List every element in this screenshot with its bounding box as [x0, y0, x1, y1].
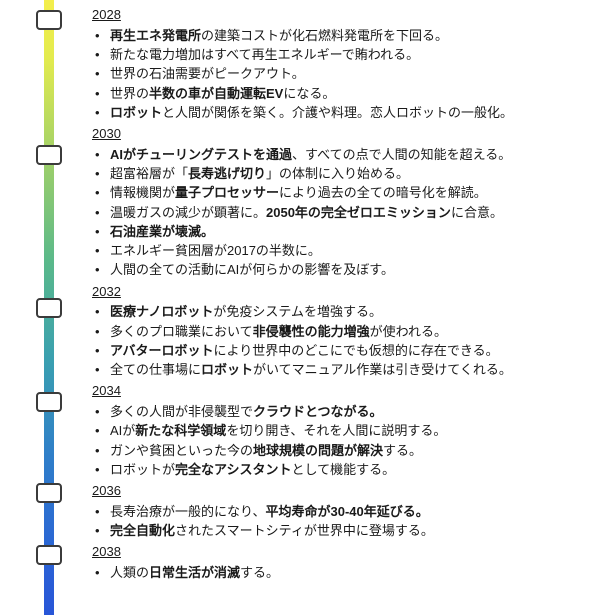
list-item: 情報機関が量子プロセッサーにより過去の全ての暗号化を解読。	[92, 183, 603, 202]
text: 温暖ガスの減少が顕著に。	[110, 205, 266, 220]
bold-text: 日常生活が消滅	[149, 565, 240, 580]
bold-text: 半数の車が自動運転EV	[149, 86, 283, 101]
text: ガンや貧困といった今の	[110, 443, 253, 458]
bold-text: AIがチューリングテストを通過	[110, 147, 292, 162]
bold-text: 地球規模の問題が解決	[253, 443, 383, 458]
text: と人間が関係を築く。介護や料理。恋人ロボットの一般化。	[162, 105, 513, 120]
text: 人間の全ての活動にAIが何らかの影響を及ぼす。	[110, 262, 394, 277]
bold-text: 非侵襲性の能力増強	[253, 324, 370, 339]
year-heading: 2034	[92, 382, 603, 401]
text: に合意。	[451, 205, 503, 220]
list-item: 世界の半数の車が自動運転EVになる。	[92, 84, 603, 103]
list-item: 超富裕層が「長寿逃げ切り」の体制に入り始める。	[92, 164, 603, 183]
bullet-list: 長寿治療が一般的になり、平均寿命が30-40年延びる。完全自動化されたスマートシ…	[92, 502, 603, 540]
text: により過去の全ての暗号化を解読。	[279, 185, 487, 200]
bold-text: 2050年の完全ゼロエミッション	[266, 205, 451, 220]
list-item: 新たな電力増加はすべて再生エネルギーで賄われる。	[92, 45, 603, 64]
bullet-list: 多くの人間が非侵襲型でクラウドとつながる。AIが新たな科学領域を切り開き、それを…	[92, 402, 603, 479]
text: 人類の	[110, 565, 149, 580]
bold-text: 石油産業が壊滅。	[110, 224, 214, 239]
text: 世界の	[110, 86, 149, 101]
timeline-marker	[36, 298, 62, 318]
text: エネルギー貧困層が2017の半数に。	[110, 243, 321, 258]
text: 」の体制に入り始める。	[266, 166, 409, 181]
bold-text: アバターロボット	[110, 343, 213, 358]
text: 新たな電力増加はすべて再生エネルギーで賄われる。	[110, 47, 419, 62]
bold-text: 量子プロセッサー	[175, 185, 279, 200]
bold-text: 再生エネ発電所	[110, 28, 201, 43]
text: 世界の石油需要がピークアウト。	[110, 66, 305, 81]
bold-text: 完全自動化	[110, 523, 175, 538]
list-item: 温暖ガスの減少が顕著に。2050年の完全ゼロエミッションに合意。	[92, 203, 603, 222]
bold-text: 長寿逃げ切り	[188, 166, 266, 181]
bold-text: クラウドとつながる。	[253, 404, 382, 419]
text: 超富裕層が「	[110, 166, 188, 181]
text: 多くのプロ職業において	[110, 324, 253, 339]
list-item: ロボットと人間が関係を築く。介護や料理。恋人ロボットの一般化。	[92, 103, 603, 122]
text: 情報機関が	[110, 185, 175, 200]
text: ロボットが	[110, 462, 175, 477]
bold-text: 完全なアシスタント	[175, 462, 291, 477]
list-item: 世界の石油需要がピークアウト。	[92, 64, 603, 83]
bold-text: ロボット	[201, 362, 253, 377]
text: になる。	[283, 86, 335, 101]
year-heading: 2030	[92, 125, 603, 144]
page: 2028再生エネ発電所の建築コストが化石燃料発電所を下回る。新たな電力増加はすべ…	[0, 0, 615, 615]
list-item: AIが新たな科学領域を切り開き、それを人間に説明する。	[92, 421, 603, 440]
text: がいてマニュアル作業は引き受けてくれる。	[253, 362, 512, 377]
text: として機能する。	[292, 462, 396, 477]
list-item: 完全自動化されたスマートシティが世界中に登場する。	[92, 521, 603, 540]
list-item: アバターロボットにより世界中のどこにでも仮想的に存在できる。	[92, 341, 603, 360]
bold-text: 平均寿命が30-40年延びる。	[265, 504, 428, 519]
bold-text: 医療ナノロボット	[110, 304, 213, 319]
list-item: 石油産業が壊滅。	[92, 222, 603, 241]
list-item: ガンや貧困といった今の地球規模の問題が解決する。	[92, 441, 603, 460]
bold-text: ロボット	[110, 105, 162, 120]
bullet-list: 再生エネ発電所の建築コストが化石燃料発電所を下回る。新たな電力増加はすべて再生エ…	[92, 26, 603, 122]
list-item: 再生エネ発電所の建築コストが化石燃料発電所を下回る。	[92, 26, 603, 45]
list-item: 多くの人間が非侵襲型でクラウドとつながる。	[92, 402, 603, 421]
text: AIが	[110, 423, 135, 438]
text: の建築コストが化石燃料発電所を下回る。	[201, 28, 448, 43]
year-heading: 2036	[92, 482, 603, 501]
list-item: 人類の日常生活が消滅する。	[92, 563, 603, 582]
text: が使われる。	[370, 324, 447, 339]
year-heading: 2032	[92, 283, 603, 302]
list-item: 人間の全ての活動にAIが何らかの影響を及ぼす。	[92, 260, 603, 279]
text: が免疫システムを増強する。	[213, 304, 382, 319]
text: 多くの人間が非侵襲型で	[110, 404, 253, 419]
timeline-marker	[36, 392, 62, 412]
content-column: 2028再生エネ発電所の建築コストが化石燃料発電所を下回る。新たな電力増加はすべ…	[92, 4, 603, 585]
text: 長寿治療が一般的になり、	[110, 504, 265, 519]
bullet-list: 医療ナノロボットが免疫システムを増強する。多くのプロ職業において非侵襲性の能力増…	[92, 302, 603, 379]
bullet-list: AIがチューリングテストを通過、すべての点で人間の知能を超える。超富裕層が「長寿…	[92, 145, 603, 280]
timeline-marker	[36, 10, 62, 30]
list-item: 多くのプロ職業において非侵襲性の能力増強が使われる。	[92, 322, 603, 341]
timeline-marker	[36, 545, 62, 565]
text: されたスマートシティが世界中に登場する。	[175, 523, 434, 538]
list-item: AIがチューリングテストを通過、すべての点で人間の知能を超える。	[92, 145, 603, 164]
text: を切り開き、それを人間に説明する。	[226, 423, 446, 438]
text: する。	[240, 565, 279, 580]
text: 、すべての点で人間の知能を超える。	[292, 147, 511, 162]
list-item: ロボットが完全なアシスタントとして機能する。	[92, 460, 603, 479]
list-item: 全ての仕事場にロボットがいてマニュアル作業は引き受けてくれる。	[92, 360, 603, 379]
text: する。	[383, 443, 422, 458]
list-item: 長寿治療が一般的になり、平均寿命が30-40年延びる。	[92, 502, 603, 521]
year-heading: 2038	[92, 543, 603, 562]
list-item: エネルギー貧困層が2017の半数に。	[92, 241, 603, 260]
list-item: 医療ナノロボットが免疫システムを増強する。	[92, 302, 603, 321]
timeline-marker	[36, 145, 62, 165]
text: により世界中のどこにでも仮想的に存在できる。	[213, 343, 498, 358]
bullet-list: 人類の日常生活が消滅する。	[92, 563, 603, 582]
bold-text: 新たな科学領域	[135, 423, 226, 438]
text: 全ての仕事場に	[110, 362, 201, 377]
timeline-marker	[36, 483, 62, 503]
year-heading: 2028	[92, 6, 603, 25]
